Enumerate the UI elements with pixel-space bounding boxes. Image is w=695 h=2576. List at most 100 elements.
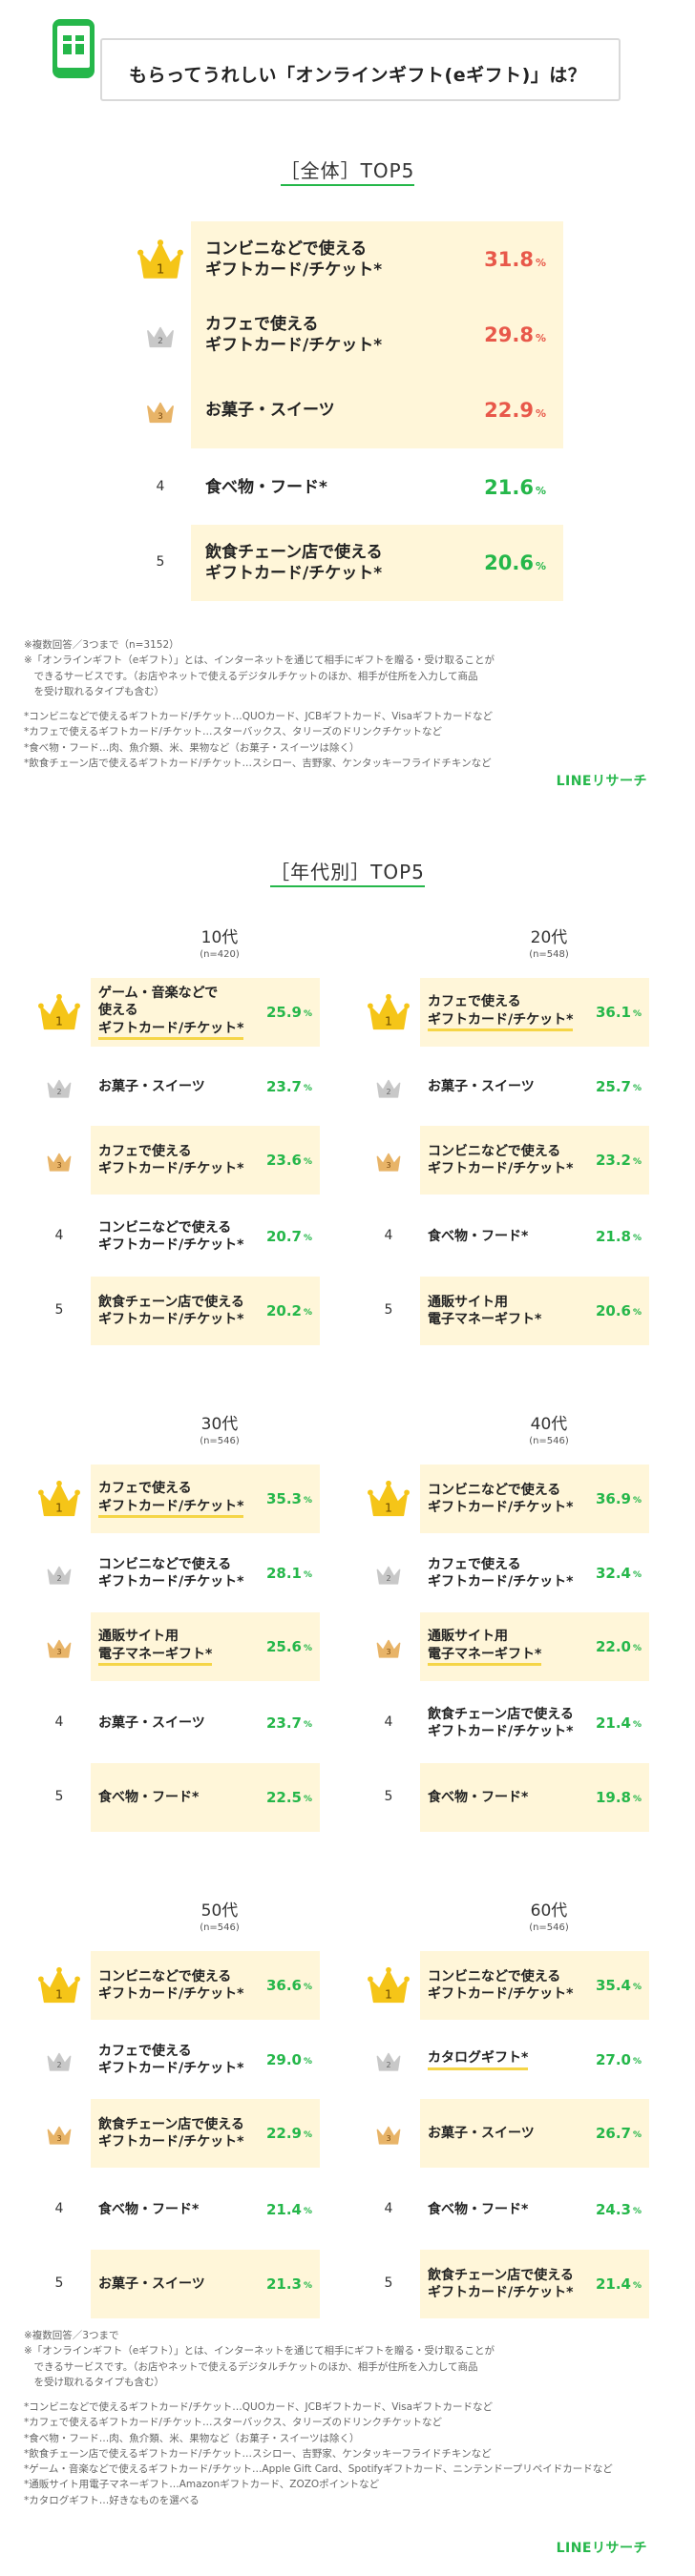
item-label: お菓子・スイーツ: [428, 1078, 535, 1094]
age-group-header: 20代 (n=548): [434, 924, 663, 960]
item-value: 36.6%: [265, 1977, 312, 1994]
age-sample-size: (n=546): [200, 1436, 240, 1446]
svg-text:1: 1: [157, 262, 165, 278]
item-label: 飲食チェーン店で使える ギフトカード/チケット*: [98, 1294, 244, 1327]
rank-crown-1: 1: [363, 1951, 414, 2020]
rank-crown-1: 1: [363, 978, 414, 1047]
rank-crown-2: 2: [363, 1052, 414, 1121]
item-value: 24.3%: [595, 2201, 642, 2218]
age-row: 2 カフェで使える ギフトカード/チケット* 29.0%: [33, 2025, 320, 2094]
item-value: 22.5%: [265, 1789, 312, 1806]
item-value: 23.7%: [265, 1714, 312, 1732]
item-value: 21.6%: [484, 476, 546, 499]
item-label: 通販サイト用 電子マネーギフト*: [98, 1612, 213, 1681]
age-row: 4 食べ物・フード* 24.3%: [363, 2175, 649, 2244]
svg-text:2: 2: [158, 337, 163, 346]
rank-crown-1: 1: [134, 221, 187, 298]
item-value: 23.7%: [265, 1078, 312, 1095]
overall-row: 2 カフェで使える ギフトカード/チケット* 29.8%: [134, 297, 563, 373]
rank-number-5: 5: [54, 2275, 64, 2291]
item-label: 飲食チェーン店で使える ギフトカード/チケット*: [428, 2267, 574, 2300]
age-label: 60代: [530, 1901, 568, 1921]
item-label: 食べ物・フード*: [428, 1228, 529, 1244]
header-box: もらってうれしい「オンラインギフト(eギフト)」は？: [100, 38, 628, 109]
item-value: 35.3%: [265, 1490, 312, 1507]
age-label: 30代: [200, 1415, 239, 1434]
item-label: 食べ物・フード*: [428, 1789, 529, 1805]
age-sample-size: (n=548): [529, 949, 569, 960]
age-row: 1 カフェで使える ギフトカード/チケット* 36.1%: [363, 978, 649, 1047]
rank-number-5: 5: [54, 1302, 64, 1318]
svg-text:1: 1: [55, 1500, 63, 1514]
item-value: 31.8%: [484, 248, 546, 271]
note-line: ※複数回答／3つまで（n=3152）: [24, 639, 179, 651]
rank-number-5: 5: [384, 1302, 393, 1318]
rank-crown-3: 3: [33, 1126, 85, 1195]
age-label: 10代: [200, 928, 239, 947]
rank-crown-2: 2: [33, 1539, 85, 1608]
item-value: 19.8%: [595, 1789, 642, 1806]
item-label: お菓子・スイーツ: [98, 1078, 205, 1094]
item-value: 25.9%: [265, 1004, 312, 1021]
age-row: 1 コンビニなどで使える ギフトカード/チケット* 36.9%: [363, 1465, 649, 1533]
item-value: 22.0%: [595, 1638, 642, 1655]
svg-text:3: 3: [158, 412, 163, 422]
item-label: カフェで使える ギフトカード/チケット*: [205, 314, 383, 355]
item-label: カフェで使える ギフトカード/チケット*: [98, 2043, 244, 2076]
age-row: 1 コンビニなどで使える ギフトカード/チケット* 35.4%: [363, 1951, 649, 2020]
rank-number-4: 4: [384, 2201, 393, 2216]
age-sample-size: (n=546): [529, 1922, 569, 1933]
rank-number-4: 4: [54, 1714, 64, 1730]
svg-text:3: 3: [56, 2134, 61, 2143]
age-row: 1 ゲーム・音楽などで 使える ギフトカード/チケット* 25.9%: [33, 978, 320, 1047]
age-group-header: 60代 (n=546): [434, 1897, 663, 1933]
item-label: お菓子・スイーツ: [205, 400, 335, 420]
item-label: 通販サイト用 電子マネーギフト*: [428, 1294, 542, 1327]
item-label: お菓子・スイーツ: [98, 2275, 205, 2292]
item-value: 23.6%: [265, 1152, 312, 1169]
brand-logo: LINEリサーチ: [556, 774, 647, 789]
item-value: 28.1%: [265, 1565, 312, 1582]
header: もらってうれしい「オンラインギフト(eギフト)」は？: [53, 19, 628, 109]
age-row: 3 カフェで使える ギフトカード/チケット* 23.6%: [33, 1126, 320, 1195]
overall-row: 3 お菓子・スイーツ 22.9%: [134, 372, 563, 448]
item-label: 飲食チェーン店で使える ギフトカード/チケット*: [205, 542, 383, 583]
overall-row: 5 飲食チェーン店で使える ギフトカード/チケット* 20.6%: [134, 525, 563, 601]
item-value: 21.8%: [595, 1228, 642, 1245]
rank-crown-2: 2: [363, 1539, 414, 1608]
rank-crown-1: 1: [33, 1465, 85, 1533]
item-value: 22.9%: [484, 399, 546, 422]
item-value: 21.4%: [595, 1714, 642, 1732]
rank-crown-3: 3: [33, 1612, 85, 1681]
age-sample-size: (n=546): [200, 1922, 240, 1933]
item-label: お菓子・スイーツ: [98, 1714, 205, 1731]
svg-text:1: 1: [55, 1986, 63, 2001]
rank-crown-1: 1: [363, 1465, 414, 1533]
by-age-title: ［年代別］TOP5: [0, 857, 695, 887]
item-label: カフェで使える ギフトカード/チケット*: [428, 978, 574, 1047]
item-value: 21.4%: [265, 2201, 312, 2218]
note-line: *コンビニなどで使えるギフトカード/チケット…QUOカード、JCBギフトカード、…: [24, 2401, 613, 2506]
overall-row: 1 コンビニなどで使える ギフトカード/チケット* 31.8%: [134, 221, 563, 298]
item-value: 20.6%: [595, 1302, 642, 1319]
age-row: 4 コンビニなどで使える ギフトカード/チケット* 20.7%: [33, 1202, 320, 1271]
age-row: 4 飲食チェーン店で使える ギフトカード/チケット* 21.4%: [363, 1689, 649, 1757]
item-label: 食べ物・フード*: [428, 2201, 529, 2217]
rank-number-4: 4: [384, 1228, 393, 1243]
svg-text:2: 2: [56, 1574, 61, 1583]
age-row: 5 通販サイト用 電子マネーギフト* 20.6%: [363, 1277, 649, 1345]
item-value: 21.3%: [265, 2275, 312, 2293]
item-label: コンビニなどで使える ギフトカード/チケット*: [98, 1556, 244, 1589]
svg-text:1: 1: [385, 1500, 392, 1514]
item-label: 食べ物・フード*: [98, 2201, 200, 2217]
item-label: 食べ物・フード*: [205, 477, 327, 497]
svg-text:2: 2: [386, 1088, 390, 1096]
note-line: ※複数回答／3つまで: [24, 2330, 119, 2341]
age-row: 3 通販サイト用 電子マネーギフト* 25.6%: [33, 1612, 320, 1681]
item-label: コンビニなどで使える ギフトカード/チケット*: [428, 1482, 574, 1515]
rank-number-4: 4: [384, 1714, 393, 1730]
item-label: カフェで使える ギフトカード/チケット*: [98, 1143, 244, 1176]
age-row: 4 食べ物・フード* 21.4%: [33, 2175, 320, 2244]
rank-crown-3: 3: [33, 2099, 85, 2168]
rank-crown-1: 1: [33, 978, 85, 1047]
